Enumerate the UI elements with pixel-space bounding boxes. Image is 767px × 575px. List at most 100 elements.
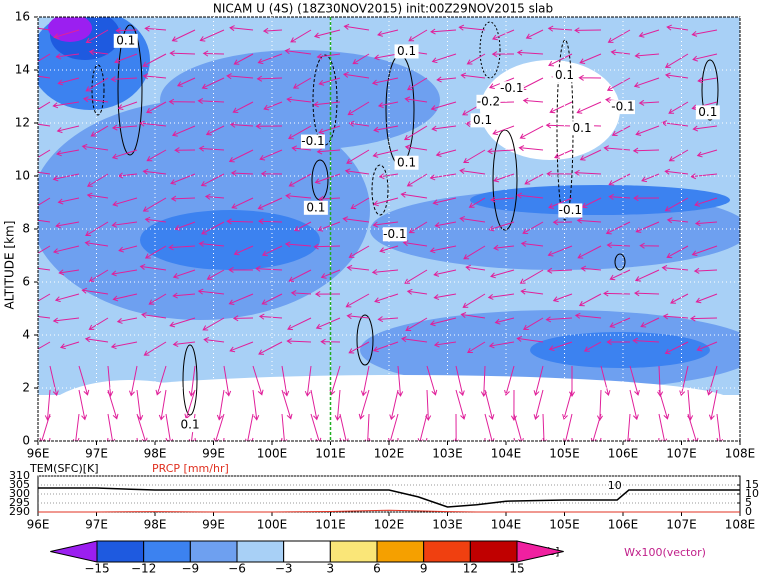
annotation-box: [552, 68, 577, 83]
wind-vector: [57, 197, 80, 205]
wind-vector: [492, 29, 515, 41]
y-tick-label: 290: [9, 505, 30, 518]
wind-vector: [55, 221, 80, 229]
wind-vector: [38, 245, 51, 254]
wind-vector: [697, 77, 718, 84]
wind-vector: [634, 269, 660, 282]
wind-vector: [288, 125, 312, 140]
wind-vector: [522, 97, 544, 104]
wind-vector: [87, 173, 109, 187]
wind-vector: [144, 216, 167, 223]
contour-label: 0.1: [306, 200, 325, 214]
wind-vector: [203, 337, 225, 343]
wind-vector: [640, 317, 660, 328]
wind-vector: [288, 269, 312, 282]
x-tick-label: 101E: [315, 518, 346, 532]
wind-vector: [201, 77, 225, 90]
wind-vector: [257, 197, 283, 210]
wind-vector: [170, 173, 196, 185]
wind-vector: [257, 53, 283, 65]
wind-vector: [430, 28, 457, 35]
wind-vector: [607, 29, 631, 43]
wind-vector: [171, 125, 196, 137]
wind-vector: [252, 365, 264, 396]
wind-vector: [213, 413, 225, 441]
wind-vector: [577, 245, 602, 259]
wind-vector: [38, 101, 51, 110]
wind-vector: [38, 267, 51, 271]
wind-vector: [286, 338, 312, 345]
wind-vector: [38, 27, 51, 31]
wind-vector: [172, 292, 196, 299]
x-tick-label: 99E: [202, 447, 225, 461]
wind-vector: [204, 193, 225, 200]
contour-label: 0.1: [573, 121, 592, 135]
y-tick-label: 16: [15, 10, 30, 24]
wind-vector: [690, 173, 718, 180]
wind-vector: [313, 29, 341, 39]
wind-vector: [88, 317, 109, 330]
wind-vector: [229, 121, 254, 128]
wind-vector: [111, 149, 138, 160]
annotation-box: [178, 418, 203, 433]
x-tick-label: 96E: [27, 518, 50, 532]
wind-vector: [666, 217, 689, 224]
wind-vector: [693, 267, 718, 274]
wind-vector: [552, 219, 573, 226]
wind-vector: [231, 197, 254, 209]
wind-vector: [38, 341, 51, 350]
wind-vector: [168, 98, 196, 105]
wind-vector: [261, 245, 283, 257]
wind-vector: [606, 242, 631, 249]
wind-vector: [662, 313, 689, 320]
wind-vector: [342, 216, 370, 223]
wind-vector: [696, 341, 718, 352]
wind-vector: [639, 242, 660, 249]
wind-vector: [142, 197, 167, 212]
contour-label: 0.1: [397, 44, 416, 58]
wind-vector: [406, 173, 428, 187]
wind-vector: [52, 245, 80, 255]
wind-vector: [142, 73, 167, 80]
wind-vector: [520, 288, 544, 295]
wind-vector: [372, 149, 399, 158]
wind-vector: [90, 125, 109, 137]
wind-vector: [360, 365, 370, 397]
wind-vector: [455, 365, 465, 397]
y2-tick-label: 10: [745, 487, 759, 500]
wind-vector: [228, 266, 254, 273]
wind-vector: [346, 313, 370, 320]
wind-vector: [488, 341, 515, 349]
wind-vector: [348, 245, 370, 258]
wind-vector: [56, 149, 80, 157]
wind-vector: [603, 290, 631, 297]
wind-vector: [638, 29, 660, 38]
wind-vector: [198, 240, 225, 247]
wind-vector: [581, 197, 602, 209]
wind-vector: [609, 269, 631, 281]
wind-vector: [206, 269, 225, 280]
x-tick-label: 98E: [144, 518, 167, 532]
wind-vector: [342, 71, 370, 79]
wind-vector: [658, 437, 660, 441]
annotation-box: [382, 227, 407, 242]
wind-vector: [58, 269, 80, 276]
colorbar-box: [143, 540, 191, 563]
colorbar-label: −3: [275, 562, 293, 575]
wind-vector: [373, 125, 399, 133]
x-tick-label: 106E: [608, 447, 639, 461]
wind-vector: [170, 195, 196, 202]
wind-vector: [281, 389, 293, 420]
wind-vector: [562, 389, 573, 420]
wind-vector: [81, 143, 109, 151]
wind-vector: [348, 120, 370, 127]
wind-vector: [316, 53, 341, 60]
annotation-box: [611, 100, 635, 115]
wind-vector: [315, 317, 341, 330]
wind-vector: [350, 197, 370, 210]
x-tick-label: 107E: [666, 447, 697, 461]
wind-vector: [632, 337, 660, 344]
wind-vector: [251, 437, 254, 441]
contour-label: -0.1: [301, 134, 324, 148]
